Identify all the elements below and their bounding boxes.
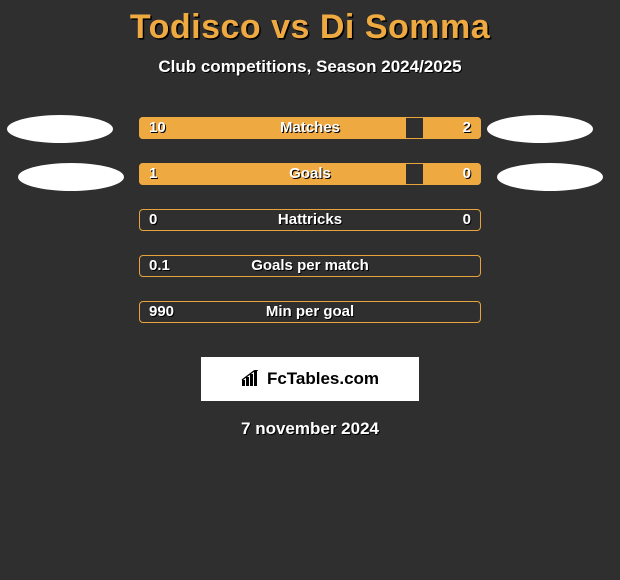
chart-row: 00Hattricks — [0, 197, 620, 243]
chart-row: 990Min per goal — [0, 289, 620, 335]
date-line: 7 november 2024 — [0, 419, 620, 439]
logo-text: FcTables.com — [267, 369, 379, 389]
club-marker-left — [7, 115, 113, 143]
page-title: Todisco vs Di Somma — [0, 0, 620, 47]
club-marker-right — [497, 163, 603, 191]
page-subtitle: Club competitions, Season 2024/2025 — [0, 57, 620, 77]
logo-box: FcTables.com — [201, 357, 419, 401]
comparison-chart: 102Matches10Goals00Hattricks0.1Goals per… — [0, 105, 620, 335]
row-label: Goals — [139, 163, 481, 185]
club-marker-left — [18, 163, 124, 191]
row-label: Hattricks — [139, 209, 481, 231]
bar-chart-icon — [241, 370, 263, 388]
logo: FcTables.com — [241, 369, 379, 389]
club-marker-right — [487, 115, 593, 143]
row-label: Goals per match — [139, 255, 481, 277]
chart-row: 0.1Goals per match — [0, 243, 620, 289]
row-label: Matches — [139, 117, 481, 139]
row-label: Min per goal — [139, 301, 481, 323]
